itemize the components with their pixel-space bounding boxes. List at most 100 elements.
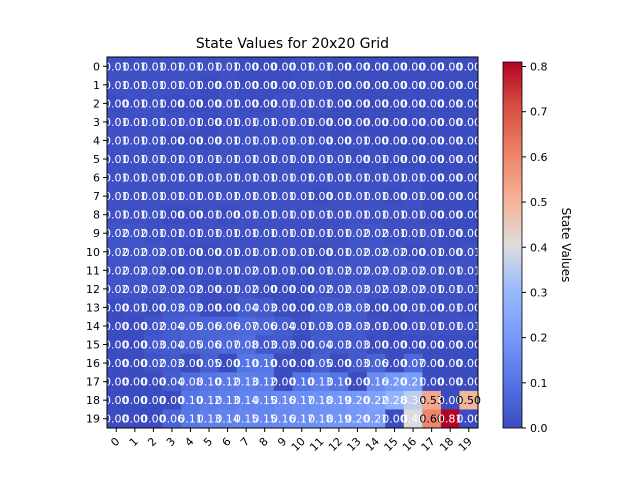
cell-label: 0.01 bbox=[160, 190, 185, 203]
heatmap-cell bbox=[181, 149, 201, 169]
heatmap-cell bbox=[311, 168, 330, 188]
x-tick-label: 7 bbox=[238, 435, 252, 449]
heatmap-cell bbox=[144, 168, 163, 188]
heatmap-cell bbox=[311, 279, 330, 299]
cell-label: 0.01 bbox=[141, 172, 166, 185]
heatmap-cell bbox=[459, 335, 479, 355]
heatmap-cell bbox=[366, 205, 386, 225]
cell-label: 0.01 bbox=[197, 264, 222, 277]
cell-label: 0.00 bbox=[290, 264, 315, 277]
heatmap-cell bbox=[199, 94, 219, 113]
cell-label: 0.00 bbox=[197, 301, 222, 314]
heatmap-cell bbox=[459, 223, 479, 243]
heatmap-cell bbox=[125, 112, 145, 132]
heatmap-cell bbox=[459, 186, 479, 206]
heatmap-cell bbox=[162, 316, 182, 336]
cell-label: 0.00 bbox=[327, 79, 352, 92]
cell-label: 0.01 bbox=[141, 153, 166, 166]
cell-label: 0.00 bbox=[456, 227, 481, 240]
heatmap-cell bbox=[385, 353, 405, 373]
heatmap-cell bbox=[440, 335, 460, 355]
cell-label: 0.04 bbox=[234, 301, 259, 314]
heatmap-cell bbox=[329, 112, 349, 132]
heatmap-cell bbox=[422, 112, 442, 132]
cell-label: 0.00 bbox=[401, 134, 426, 147]
heatmap-cell bbox=[199, 112, 219, 132]
cell-label: 0.00 bbox=[401, 116, 426, 129]
cell-label: 0.01 bbox=[160, 153, 185, 166]
cell-label: 0.00 bbox=[456, 79, 481, 92]
cell-label: 0.00 bbox=[345, 60, 370, 73]
cell-label: 0.00 bbox=[456, 134, 481, 147]
cell-label: 0.06 bbox=[197, 339, 222, 352]
cell-label: 0.01 bbox=[382, 172, 407, 185]
cell-label: 0.00 bbox=[456, 97, 481, 110]
x-tick-label: 13 bbox=[344, 435, 363, 454]
heatmap-cell bbox=[273, 223, 293, 243]
cell-label: 0.00 bbox=[141, 376, 166, 389]
cell-label: 0.07 bbox=[401, 357, 426, 370]
cell-label: 0.00 bbox=[419, 301, 444, 314]
cell-label: 0.03 bbox=[308, 320, 333, 333]
cell-label: 0.00 bbox=[271, 79, 296, 92]
heatmap-cell bbox=[459, 75, 479, 95]
cell-label: 0.00 bbox=[438, 172, 463, 185]
heatmap-cell bbox=[329, 242, 349, 262]
heatmap-cell bbox=[255, 205, 275, 225]
cell-label: 0.13 bbox=[234, 376, 259, 389]
cell-label: 0.00 bbox=[438, 153, 463, 166]
cell-label: 0.02 bbox=[234, 283, 259, 296]
heatmap-cell bbox=[236, 409, 256, 429]
cell-label: 0.00 bbox=[160, 134, 185, 147]
heatmap-cell bbox=[366, 316, 386, 336]
heatmap-cell bbox=[329, 149, 349, 169]
x-tick-label: 4 bbox=[182, 435, 196, 449]
cell-label: 0.05 bbox=[308, 357, 333, 370]
cell-label: 0.01 bbox=[308, 227, 333, 240]
heatmap-cell bbox=[125, 298, 145, 317]
cell-label: 0.01 bbox=[290, 246, 315, 259]
heatmap-cell bbox=[199, 409, 219, 429]
heatmap-cell bbox=[144, 242, 163, 262]
colorbar-tick-label: 0.6 bbox=[530, 151, 548, 164]
cell-label: 0.01 bbox=[215, 264, 240, 277]
cell-label: 0.00 bbox=[438, 79, 463, 92]
heatmap-cell bbox=[385, 57, 405, 76]
heatmap-cell bbox=[292, 261, 312, 280]
cell-label: 0.00 bbox=[382, 320, 407, 333]
heatmap-cell bbox=[273, 131, 293, 151]
cell-label: 0.02 bbox=[104, 264, 129, 277]
heatmap-cell bbox=[125, 205, 145, 225]
cell-label: 0.01 bbox=[271, 246, 296, 259]
heatmap-cell bbox=[311, 409, 330, 429]
cell-label: 0.21 bbox=[401, 376, 426, 389]
heatmap-cell bbox=[385, 112, 405, 132]
y-tick-label: 9 bbox=[93, 227, 100, 240]
cell-label: 0.01 bbox=[178, 264, 203, 277]
cell-label: 0.02 bbox=[141, 246, 166, 259]
cell-label: 0.03 bbox=[141, 339, 166, 352]
cell-label: 0.01 bbox=[104, 153, 129, 166]
heatmap-cell bbox=[199, 353, 219, 373]
heatmap-cell bbox=[199, 223, 219, 243]
heatmap-cell bbox=[422, 298, 442, 317]
heatmap-cell bbox=[107, 242, 126, 262]
cell-label: 0.00 bbox=[438, 134, 463, 147]
heatmap-cell bbox=[292, 75, 312, 95]
heatmap-cell bbox=[162, 242, 182, 262]
heatmap-cell bbox=[329, 316, 349, 336]
cell-label: 0.21 bbox=[364, 413, 389, 426]
heatmap-cell bbox=[181, 279, 201, 299]
heatmap-cell bbox=[181, 223, 201, 243]
cell-label: 0.01 bbox=[104, 209, 129, 222]
cell-label: 0.01 bbox=[419, 227, 444, 240]
heatmap-cell bbox=[403, 335, 423, 355]
heatmap-cell bbox=[329, 335, 349, 355]
heatmap-cell bbox=[292, 242, 312, 262]
heatmap-cell bbox=[236, 112, 256, 132]
cell-label: 0.01 bbox=[104, 60, 129, 73]
heatmap-cell bbox=[144, 261, 163, 280]
cell-label: 0.02 bbox=[345, 246, 370, 259]
cell-label: 0.08 bbox=[234, 339, 259, 352]
heatmap-cell bbox=[144, 372, 163, 392]
